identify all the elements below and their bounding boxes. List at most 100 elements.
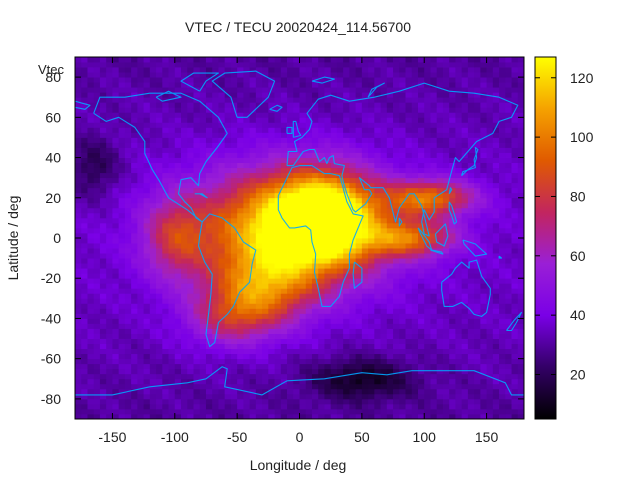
heat-cell (324, 97, 332, 103)
heat-cell (455, 102, 463, 108)
heat-cell (255, 328, 263, 334)
heat-cell (106, 132, 113, 138)
heat-cell (511, 363, 519, 370)
heat-cell (124, 378, 132, 385)
heat-cell (318, 142, 325, 148)
heat-cell (168, 248, 176, 254)
heat-cell (343, 212, 350, 219)
heat-cell (505, 263, 512, 269)
heat-cell (224, 293, 232, 299)
heat-cell (187, 132, 194, 138)
heat-cell (168, 318, 176, 324)
heat-cell (212, 393, 219, 400)
heat-cell (149, 293, 157, 299)
heat-cell (162, 142, 169, 148)
heat-cell (517, 212, 525, 219)
heat-cell (486, 258, 494, 264)
heat-cell (411, 358, 419, 365)
heat-cell (99, 92, 107, 98)
heat-cell (311, 348, 319, 355)
heat-cell (205, 227, 213, 234)
heat-cell (380, 147, 388, 153)
heat-cell (156, 388, 163, 395)
heat-cell (218, 162, 226, 169)
heat-cell (280, 97, 288, 103)
heat-cell (361, 243, 369, 249)
heat-cell (486, 97, 494, 103)
heat-cell (505, 197, 512, 204)
heat-cell (212, 288, 219, 294)
heat-cell (449, 378, 456, 385)
heat-cell (106, 222, 113, 229)
heat-cell (393, 333, 400, 339)
heat-cell (318, 318, 325, 324)
heat-cell (187, 202, 194, 209)
heat-cell (355, 388, 363, 395)
heat-cell (124, 253, 132, 259)
heat-cell (474, 207, 481, 214)
heat-cell (149, 117, 157, 123)
heat-cell (361, 137, 369, 143)
heat-cell (131, 197, 138, 204)
heat-cell (287, 378, 294, 385)
heat-cell (517, 288, 525, 294)
heat-cell (212, 298, 219, 304)
heat-cell (311, 167, 319, 174)
heat-cell (218, 383, 226, 390)
heat-cell (230, 318, 238, 324)
heat-cell (106, 288, 113, 294)
heat-cell (230, 227, 238, 234)
heat-cell (99, 172, 107, 179)
heat-cell (75, 353, 82, 360)
heat-cell (411, 303, 419, 309)
heat-cell (480, 363, 487, 370)
heat-cell (249, 378, 257, 385)
heat-cell (417, 328, 425, 334)
heat-cell (106, 137, 113, 143)
heat-cell (112, 197, 120, 204)
heat-cell (399, 232, 406, 239)
heat-cell (112, 308, 120, 314)
heat-cell (156, 187, 163, 194)
heat-cell (380, 278, 388, 284)
heat-cell (255, 273, 263, 279)
heat-cell (224, 212, 232, 219)
heat-cell (218, 217, 226, 224)
heat-cell (268, 137, 275, 143)
heat-cell (224, 353, 232, 360)
heat-cell (505, 288, 512, 294)
heat-cell (474, 343, 481, 350)
heat-cell (249, 112, 257, 118)
heat-cell (399, 212, 406, 219)
heat-cell (87, 363, 95, 370)
heat-cell (436, 273, 444, 279)
heat-cell (162, 268, 169, 274)
heat-cell (368, 273, 375, 279)
heat-cell (249, 298, 257, 304)
heat-cell (187, 313, 194, 319)
heat-cell (511, 273, 519, 279)
heat-cell (199, 268, 207, 274)
heat-cell (305, 102, 313, 108)
heat-cell (174, 263, 182, 269)
heat-cell (374, 157, 381, 163)
heat-cell (455, 283, 463, 289)
heat-cell (243, 348, 251, 355)
heat-cell (474, 323, 481, 329)
heat-cell (106, 82, 113, 88)
heat-cell (112, 408, 120, 415)
heat-cell (305, 308, 313, 314)
heat-cell (149, 353, 157, 360)
heat-cell (99, 263, 107, 269)
heat-cell (99, 283, 107, 289)
heat-cell (374, 373, 381, 380)
heat-cell (162, 152, 169, 158)
heat-cell (199, 152, 207, 158)
heat-cell (449, 388, 456, 395)
heat-cell (461, 358, 469, 365)
heat-cell (505, 212, 512, 219)
heat-cell (430, 217, 438, 224)
heat-cell (81, 273, 88, 279)
heat-cell (343, 112, 350, 118)
heat-cell (181, 293, 188, 299)
